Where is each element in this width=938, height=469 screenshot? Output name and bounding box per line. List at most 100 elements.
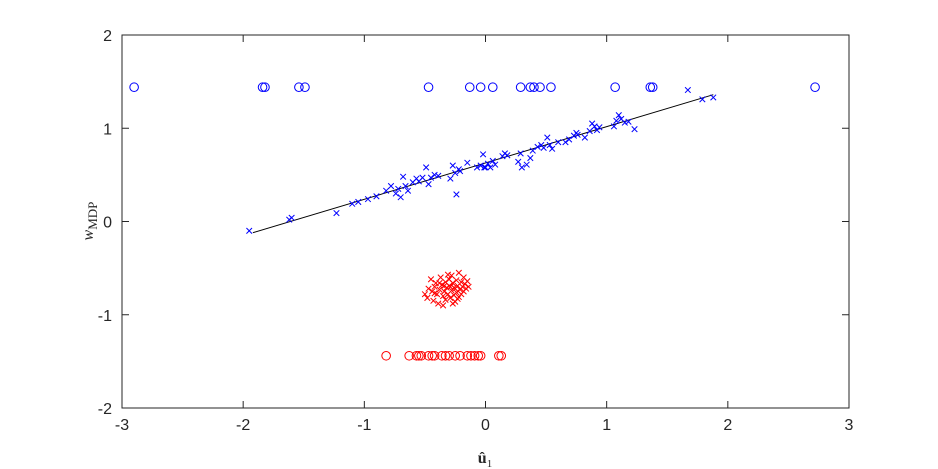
data-point-cross	[492, 161, 499, 168]
data-point-cross	[458, 278, 465, 286]
data-point-circle	[257, 82, 268, 93]
data-point-circle	[444, 350, 454, 361]
y-tick-label: -2	[98, 401, 112, 418]
data-point-cross	[447, 175, 454, 182]
data-point-cross	[518, 164, 526, 171]
data-point-circle	[404, 350, 414, 361]
data-point-cross	[349, 200, 356, 207]
x-tick-label: 0	[481, 417, 490, 434]
data-point-cross	[246, 227, 253, 234]
data-point-cross	[453, 277, 460, 284]
data-point-cross	[710, 94, 717, 101]
x-tick-label: -3	[115, 417, 129, 434]
data-point-circle	[496, 350, 507, 361]
data-point-cross	[625, 118, 632, 125]
data-point-cross	[431, 171, 438, 179]
data-point-circle	[414, 350, 424, 361]
data-point-cross	[436, 279, 443, 287]
data-point-cross	[489, 157, 496, 165]
data-point-circle	[475, 350, 486, 361]
data-point-cross	[452, 285, 459, 292]
data-point-cross	[425, 285, 432, 292]
data-point-cross	[546, 141, 553, 149]
data-point-circle	[475, 82, 486, 93]
data-point-circle	[473, 350, 484, 361]
y-tick-label: 2	[103, 28, 112, 45]
data-point-cross	[427, 174, 435, 181]
data-point-cross	[454, 295, 461, 303]
data-point-cross	[373, 193, 380, 200]
data-point-cross	[484, 160, 492, 167]
data-point-cross	[449, 279, 456, 287]
data-point-circle	[529, 82, 539, 93]
data-point-cross	[544, 134, 551, 141]
data-point-circle	[645, 82, 656, 93]
data-point-circle	[546, 82, 556, 93]
plot-marks	[129, 82, 820, 361]
series-3	[421, 269, 472, 309]
data-point-cross	[431, 290, 438, 297]
y-axis-label: wMDP	[80, 202, 100, 241]
data-point-circle	[440, 350, 451, 361]
data-point-cross	[464, 278, 471, 285]
axis-ticks	[121, 34, 850, 409]
data-point-cross	[436, 286, 443, 293]
data-point-cross	[430, 297, 437, 304]
data-point-cross	[515, 158, 522, 165]
data-point-cross	[548, 145, 556, 152]
data-point-cross	[621, 119, 628, 126]
data-point-cross	[435, 172, 442, 179]
data-point-cross	[529, 147, 536, 154]
data-point-circle	[466, 350, 476, 361]
data-point-cross	[419, 174, 426, 181]
data-point-circle	[423, 82, 434, 93]
x-axis-label: û1	[478, 450, 492, 469]
data-point-circle	[427, 350, 437, 361]
data-point-circle	[381, 350, 391, 361]
data-point-cross	[562, 139, 569, 146]
data-point-circle	[610, 82, 620, 93]
data-point-cross	[455, 269, 462, 276]
data-point-cross	[613, 117, 620, 124]
data-point-cross	[421, 291, 429, 298]
data-point-circle	[535, 82, 545, 93]
data-point-cross	[355, 198, 362, 206]
data-point-cross	[504, 152, 511, 159]
data-point-cross	[574, 131, 581, 138]
data-point-circle	[416, 350, 427, 361]
data-point-cross	[615, 112, 622, 119]
data-point-circle	[810, 82, 820, 93]
series-2	[381, 350, 507, 361]
x-tick-label: -1	[357, 417, 371, 434]
data-point-cross	[479, 151, 487, 158]
data-point-cross	[422, 164, 430, 171]
data-point-circle	[647, 82, 658, 93]
data-point-cross	[442, 296, 449, 303]
data-point-cross	[397, 194, 404, 201]
data-point-circle	[429, 350, 440, 361]
data-point-cross	[424, 294, 431, 302]
data-point-cross	[431, 283, 438, 290]
data-point-cross	[444, 271, 452, 278]
data-point-cross	[591, 123, 598, 130]
data-point-cross	[482, 164, 489, 171]
data-point-cross	[447, 294, 454, 302]
data-point-circle	[411, 350, 422, 361]
data-point-cross	[387, 182, 395, 190]
data-point-cross	[473, 164, 481, 171]
data-point-circle	[455, 350, 465, 361]
data-point-cross	[581, 134, 589, 141]
data-point-cross	[631, 126, 638, 133]
x-tick-label: 3	[845, 417, 854, 434]
y-tick-label: 0	[103, 215, 112, 232]
data-point-cross	[610, 123, 618, 130]
data-point-cross	[534, 143, 541, 151]
data-point-cross	[453, 191, 460, 198]
data-point-cross	[465, 283, 472, 290]
data-point-cross	[453, 289, 460, 296]
data-point-cross	[517, 150, 524, 157]
data-point-cross	[382, 187, 390, 194]
